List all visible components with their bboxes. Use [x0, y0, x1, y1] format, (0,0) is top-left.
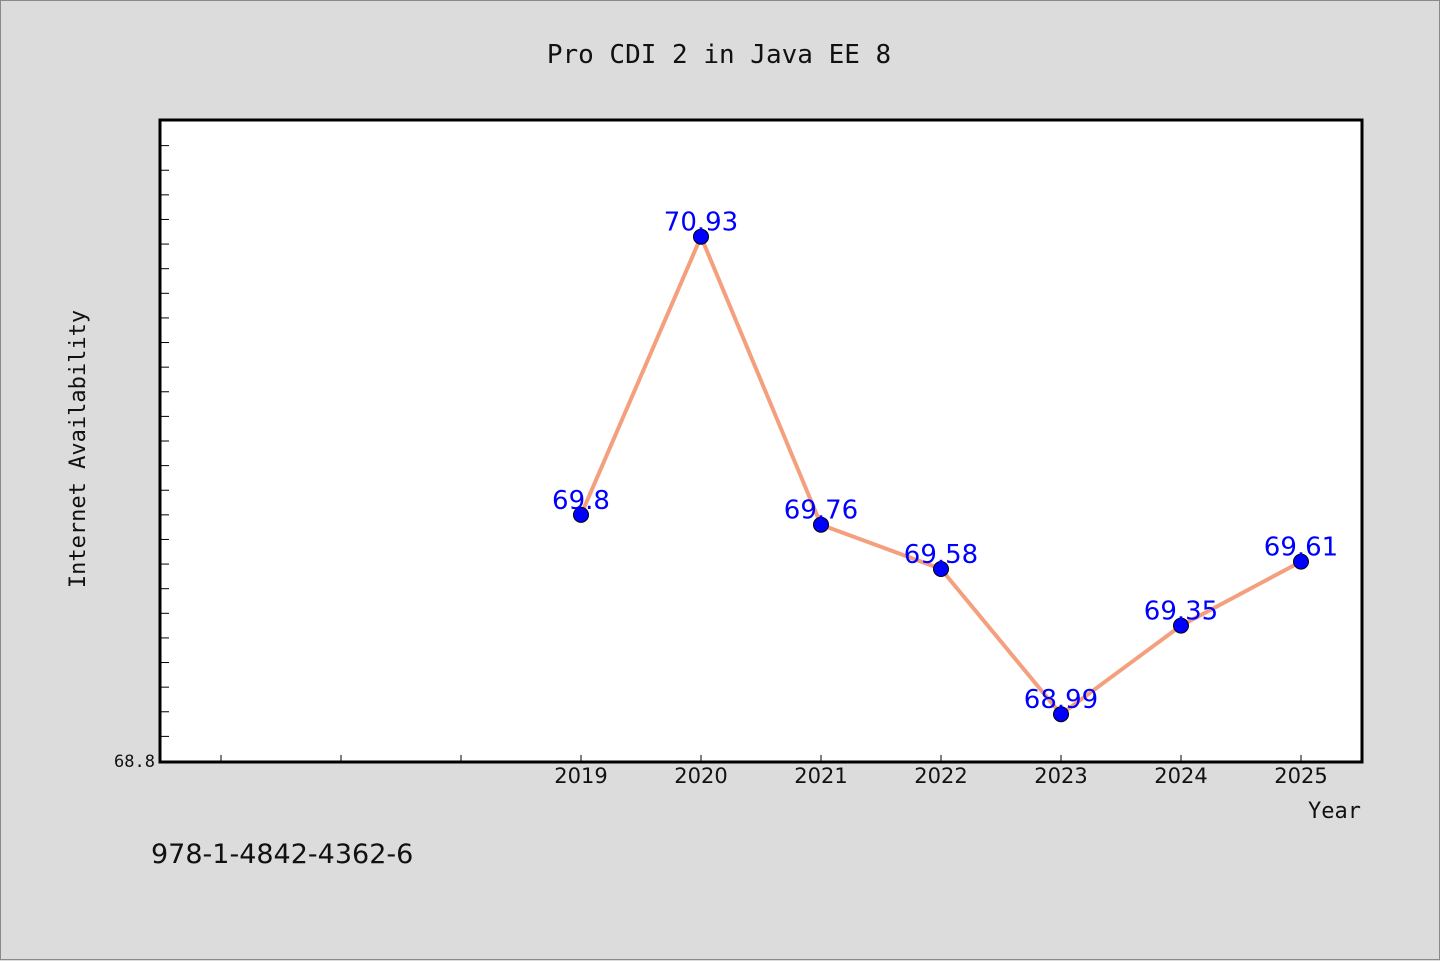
plot-area: [158, 118, 1364, 764]
data-label: 69.58: [904, 540, 978, 570]
y-tick-label: 68.8: [114, 752, 155, 772]
y-axis-ticks: [161, 145, 169, 762]
x-tick-label: 2024: [1154, 764, 1207, 788]
data-point: [693, 228, 709, 245]
data-point: [933, 561, 949, 577]
data-label: 69.35: [1144, 597, 1218, 627]
x-axis-label: Year: [1308, 799, 1361, 824]
x-axis-ticks: [220, 755, 1302, 761]
data-label: 69.61: [1264, 533, 1338, 563]
x-tick-label: 2021: [794, 764, 847, 788]
data-point: [573, 506, 589, 523]
x-tick-label: 2022: [914, 764, 967, 788]
data-labels: 69.8 70.93 69.76 69.58 68.99 69.35 69.61: [552, 208, 1338, 716]
x-tick-label: 2019: [554, 764, 607, 788]
data-label: 70.93: [664, 208, 738, 238]
series-markers: [573, 228, 1309, 723]
data-label: 69.8: [552, 486, 610, 516]
data-label: 68.99: [1024, 685, 1098, 715]
x-axis-tick-labels: 2019 2020 2021 2022 2023 2024 2025: [554, 764, 1327, 788]
data-label: 69.76: [784, 496, 858, 526]
y-axis-tick-labels: 68.8: [114, 752, 155, 772]
y-axis-label: Internet Availability: [66, 310, 91, 588]
data-point: [813, 516, 829, 533]
chart-title: Pro CDI 2 in Java EE 8: [547, 40, 891, 70]
x-tick-label: 2025: [1274, 764, 1327, 788]
x-tick-label: 2020: [674, 764, 727, 788]
data-point: [1293, 553, 1309, 570]
data-point: [1173, 617, 1189, 634]
x-tick-label: 2023: [1034, 764, 1087, 788]
data-point: [1053, 706, 1069, 723]
isbn-text: 978-1-4842-4362-6: [151, 839, 413, 870]
